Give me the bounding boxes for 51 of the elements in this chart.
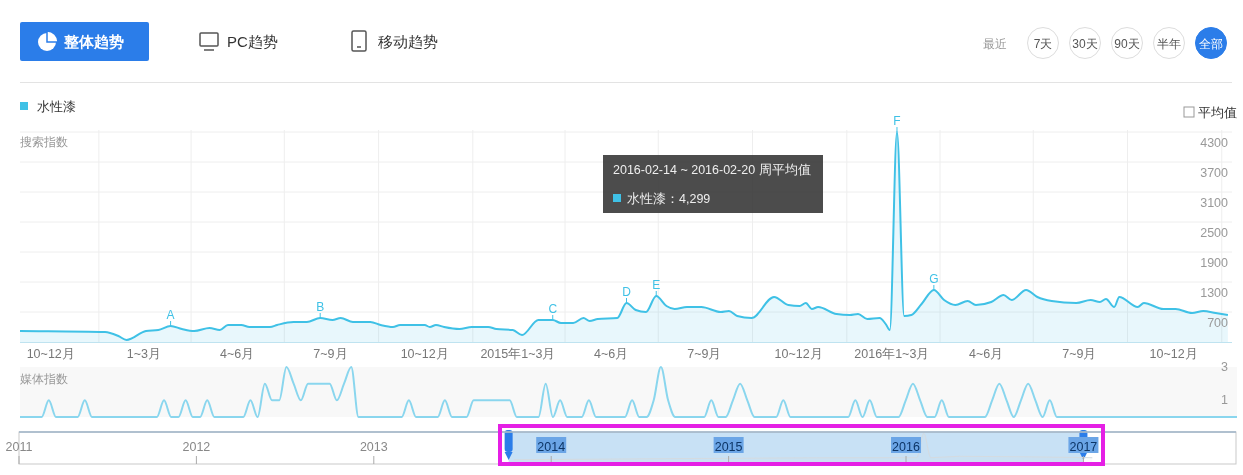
y-tick-label: 3	[1221, 360, 1229, 374]
text: 整体趋势	[63, 33, 124, 50]
x-tick-label: 2013	[359, 440, 388, 454]
annotation: B	[316, 300, 325, 314]
x-tick-label: 10~12月	[400, 347, 449, 361]
x-tick-label: 10~12月	[1149, 347, 1198, 361]
text: 半年	[1157, 36, 1181, 51]
y-tick-label: 3100	[1200, 196, 1229, 210]
x-tick-label: 2016	[892, 440, 920, 454]
annotation: 水性漆：4,299	[627, 192, 711, 206]
annotation: E	[652, 278, 661, 292]
x-tick-label: 10~12月	[26, 347, 75, 361]
text: 最近	[983, 37, 1007, 51]
annotation: C	[548, 302, 558, 316]
x-tick-label: 7~9月	[313, 347, 348, 361]
x-tick-label: 10~12月	[774, 347, 823, 361]
text: 7天	[1033, 36, 1053, 51]
text: 移动趋势	[378, 33, 438, 50]
annotation: D	[622, 285, 632, 299]
x-tick-label: 4~6月	[594, 347, 629, 361]
y-tick-label: 1300	[1200, 286, 1229, 300]
x-tick-label: 2012	[182, 440, 211, 454]
x-tick-label: 4~6月	[969, 347, 1004, 361]
annotation: A	[166, 308, 175, 322]
x-tick-label: 2015年1~3月	[480, 347, 556, 361]
x-tick-label: 7~9月	[1062, 347, 1097, 361]
y-axis-title: 媒体指数	[20, 372, 68, 386]
y-tick-label: 2500	[1200, 226, 1229, 240]
y-tick-label: 4300	[1200, 136, 1229, 150]
x-tick-label: 2014	[537, 440, 566, 454]
text: 30天	[1072, 36, 1098, 51]
x-tick-label: 4~6月	[220, 347, 255, 361]
x-tick-label: 2011	[5, 440, 33, 454]
y-tick-label: 3700	[1200, 166, 1229, 180]
x-tick-label: 2015	[714, 440, 743, 454]
y-tick-label: 1	[1221, 393, 1229, 408]
text: 90天	[1114, 36, 1140, 51]
x-tick-label: 2016年1~3月	[854, 347, 930, 361]
annotation: G	[929, 272, 939, 286]
x-tick-label: 2017	[1069, 440, 1098, 454]
annotation: 2016-02-14 ~ 2016-02-20 周平均值	[613, 163, 811, 177]
y-tick-label: 700	[1207, 316, 1229, 330]
annotation: F	[893, 114, 901, 129]
y-axis-title: 搜索指数	[20, 135, 68, 149]
y-tick-label: 1900	[1200, 256, 1229, 270]
text: PC趋势	[227, 33, 278, 50]
text: 平均值	[1198, 106, 1237, 120]
x-tick-label: 1~3月	[126, 347, 162, 361]
x-tick-label: 7~9月	[687, 347, 722, 361]
text: 全部	[1199, 36, 1223, 51]
legend-label: 水性漆	[37, 100, 76, 114]
